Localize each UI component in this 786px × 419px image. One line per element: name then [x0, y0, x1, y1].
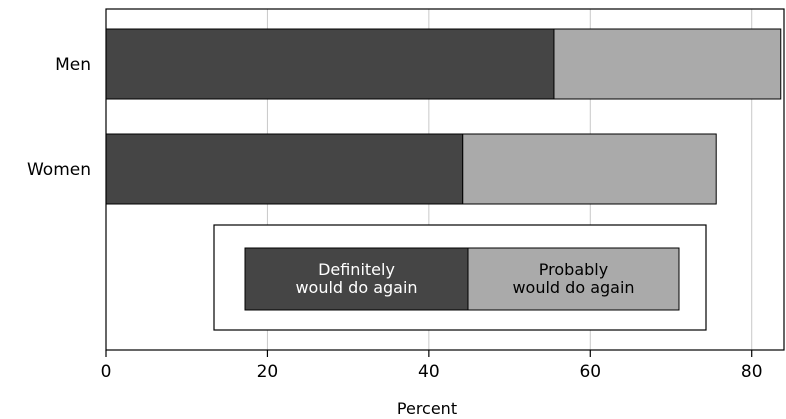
legend-label: would do again	[295, 278, 417, 297]
x-tick-label: 20	[257, 362, 279, 382]
category-labels: Men Women	[27, 55, 91, 180]
x-tick-label: 80	[741, 362, 763, 382]
category-label: Women	[27, 160, 91, 180]
bar-women-definitely	[105, 133, 464, 205]
x-tick-label: 60	[579, 362, 601, 382]
legend-swatch	[467, 247, 680, 311]
category-label: Men	[55, 55, 91, 75]
x-axis-title: Percent	[397, 399, 457, 418]
legend-label: Probably	[539, 260, 608, 279]
plot-frame	[105, 8, 785, 351]
x-axis-ticks: 0 20 40 60 80	[101, 350, 763, 382]
x-tick-label: 40	[418, 362, 440, 382]
legend-label: Definitely	[318, 260, 395, 279]
x-tick-label: 0	[101, 362, 112, 382]
bars	[105, 28, 782, 205]
bar-men-probably	[553, 28, 782, 100]
bar-men-definitely	[105, 28, 555, 100]
legend-label: would do again	[512, 278, 634, 297]
bar-women-probably	[462, 133, 717, 205]
